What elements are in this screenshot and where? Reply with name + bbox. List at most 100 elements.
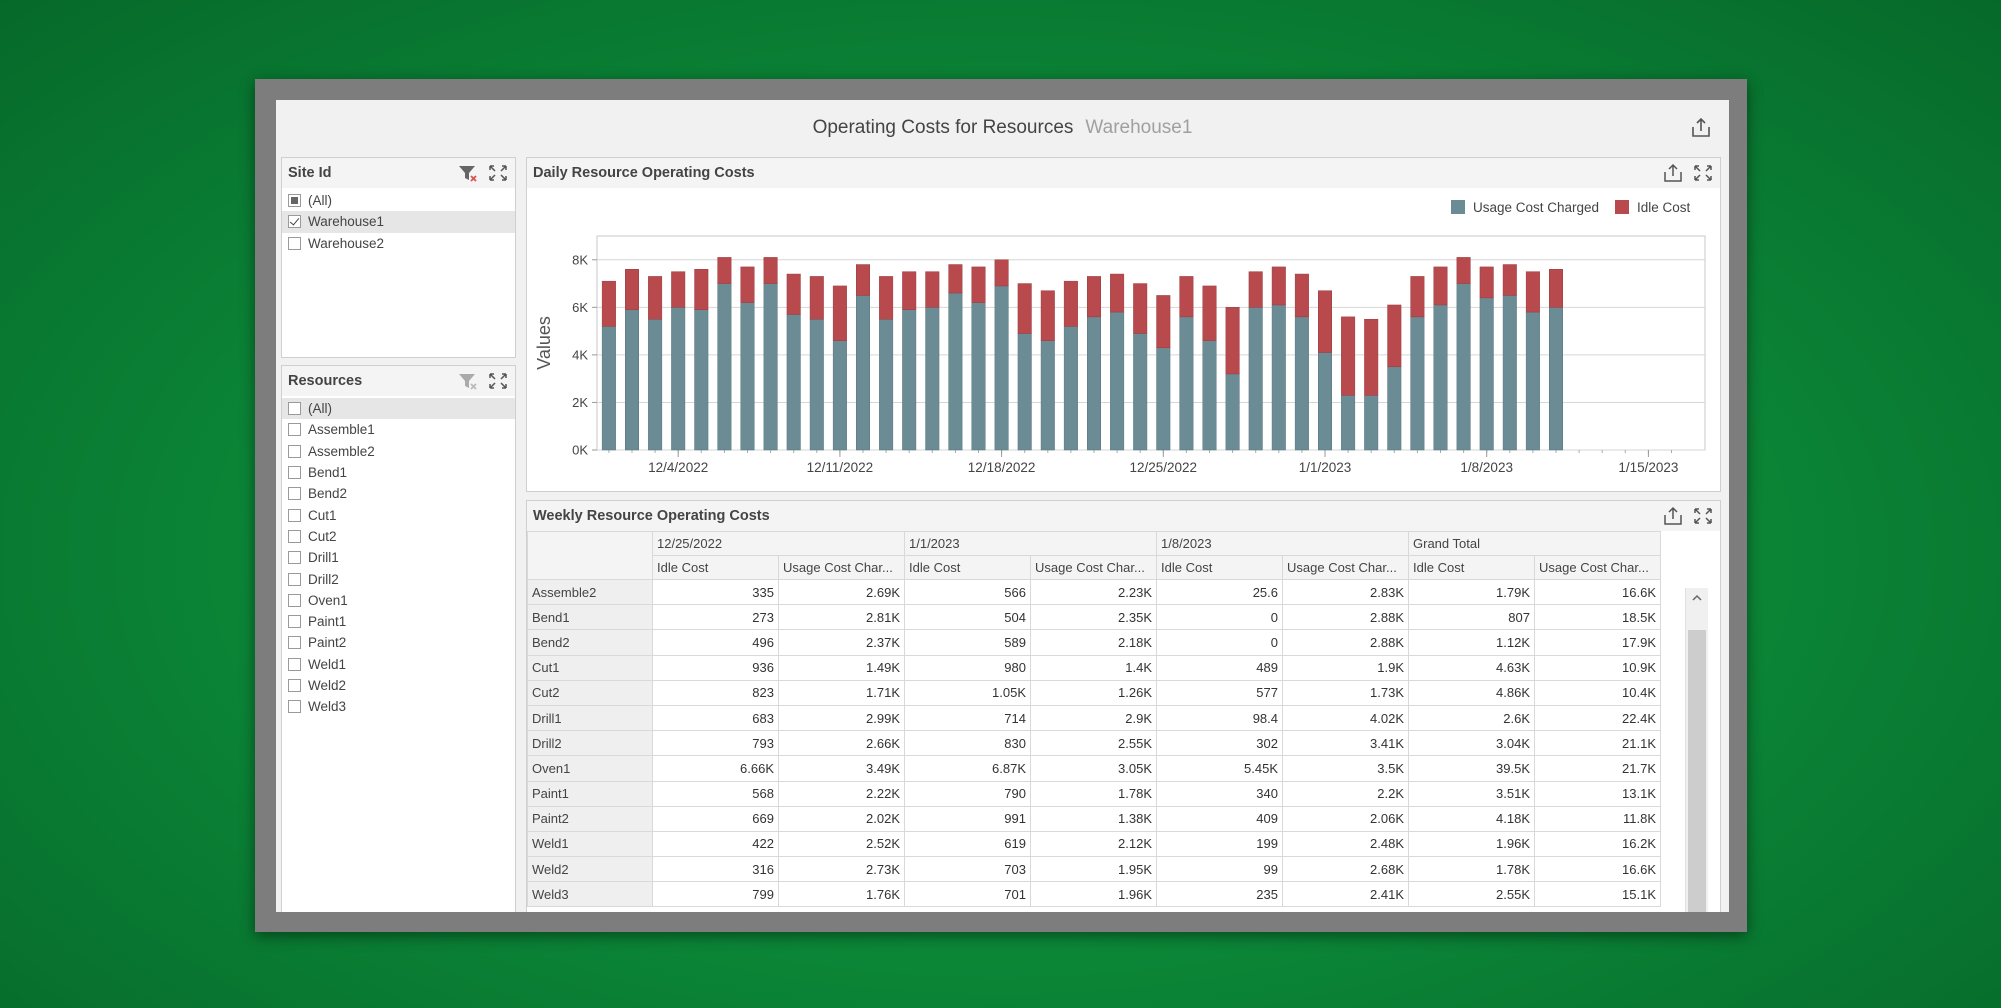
maximize-icon[interactable] [487, 163, 509, 183]
export-icon[interactable] [1689, 116, 1713, 140]
row-header[interactable]: Bend1 [527, 604, 653, 631]
measure-header[interactable]: Idle Cost [1408, 555, 1535, 580]
x-tick-label: 12/11/2022 [807, 460, 874, 475]
checkbox[interactable] [288, 657, 301, 671]
table-cell: 2.12K [1030, 830, 1157, 858]
resource-item[interactable]: Assemble1 [282, 419, 515, 440]
resource-item[interactable]: Cut2 [282, 526, 515, 547]
row-header[interactable]: Cut2 [527, 679, 653, 706]
table-row: Paint2 669 2.02K 991 1.38K 409 2.06K 4.18K 11.8K [527, 805, 1661, 832]
row-header[interactable]: Bend2 [527, 629, 653, 656]
x-tick-label: 1/8/2023 [1460, 460, 1513, 475]
maximize-icon[interactable] [1692, 163, 1714, 183]
table-cell: 335 [652, 578, 779, 606]
resource-item-label: Cut1 [308, 507, 337, 523]
measure-header[interactable]: Usage Cost Char... [1282, 555, 1409, 580]
bar-idle-cost [1364, 318, 1379, 396]
bar-usage-cost [1479, 297, 1494, 451]
resource-item-label: Weld2 [308, 678, 347, 693]
table-cell: 235 [1156, 881, 1283, 908]
scroll-thumb[interactable] [1688, 630, 1706, 912]
site-id-item[interactable]: (All) [282, 190, 515, 211]
column-group-header[interactable]: 1/8/2023 [1156, 531, 1409, 556]
checkbox[interactable] [288, 615, 301, 629]
row-header[interactable]: Oven1 [527, 755, 653, 782]
row-header[interactable]: Weld3 [527, 881, 653, 908]
row-header[interactable]: Drill1 [527, 704, 653, 732]
checkbox[interactable] [288, 508, 301, 522]
checkbox[interactable] [288, 402, 301, 416]
column-group-header[interactable]: 1/1/2023 [904, 531, 1157, 556]
checkbox[interactable] [288, 700, 301, 714]
y-tick-label: 6K [572, 300, 588, 315]
measure-header[interactable]: Idle Cost [652, 555, 779, 580]
daily-cost-chart: 0K 2K 4K 6K 8K Values 12/4/2022 12/11/2022 12/18… [534, 200, 1706, 475]
column-group-header[interactable]: 12/25/2022 [652, 531, 905, 556]
checkbox[interactable] [288, 679, 301, 692]
checkbox[interactable] [288, 466, 301, 480]
resource-item[interactable]: Drill1 [282, 547, 515, 568]
resource-item[interactable]: Cut1 [282, 504, 515, 525]
measure-header[interactable]: Idle Cost [1156, 555, 1283, 580]
bar-idle-cost [971, 266, 986, 303]
resource-item[interactable]: Bend1 [282, 462, 515, 483]
table-cell: 1.4K [1030, 654, 1157, 681]
bar-idle-cost [648, 276, 663, 320]
maximize-icon[interactable] [487, 371, 509, 391]
resource-item[interactable]: (All) [282, 398, 515, 420]
row-header[interactable]: Assemble2 [527, 578, 653, 606]
resource-item[interactable]: Bend2 [282, 483, 515, 504]
site-id-item[interactable]: Warehouse2 [282, 233, 515, 254]
checkbox[interactable] [288, 593, 301, 607]
bar-usage-cost [832, 340, 847, 451]
table-cell: 98.4 [1156, 704, 1283, 732]
checkbox[interactable] [288, 551, 301, 565]
resource-item[interactable]: Paint2 [282, 632, 515, 653]
checkbox[interactable] [288, 194, 301, 208]
measure-header[interactable]: Usage Cost Char... [1030, 555, 1157, 580]
clear-filter-icon[interactable] [457, 371, 479, 391]
row-header[interactable]: Weld2 [527, 856, 653, 883]
checkbox[interactable] [288, 529, 301, 543]
bar-idle-cost [1549, 269, 1563, 308]
bar-usage-cost [1017, 333, 1032, 451]
measure-header[interactable]: Idle Cost [904, 555, 1031, 580]
legend-swatch-idle [1615, 200, 1629, 214]
resource-item[interactable]: Oven1 [282, 590, 515, 611]
table-cell: 409 [1156, 805, 1283, 832]
bar-usage-cost [1110, 311, 1125, 451]
bar-usage-cost [1456, 283, 1471, 451]
export-icon[interactable] [1662, 506, 1684, 526]
checkbox[interactable] [288, 423, 301, 437]
column-group-header[interactable]: Grand Total [1408, 531, 1661, 556]
measure-header[interactable]: Usage Cost Char... [1534, 555, 1661, 580]
resource-item[interactable]: Weld1 [282, 654, 515, 675]
checkbox[interactable] [288, 636, 301, 650]
resource-item[interactable]: Weld2 [282, 675, 515, 696]
vertical-scrollbar[interactable] [1685, 588, 1708, 912]
checkbox[interactable] [288, 236, 301, 250]
maximize-icon[interactable] [1692, 506, 1714, 526]
scroll-up-icon[interactable] [1691, 592, 1703, 604]
row-header[interactable]: Paint1 [527, 780, 653, 807]
resource-item[interactable]: Assemble2 [282, 441, 515, 462]
table-cell: 3.05K [1030, 755, 1157, 782]
row-header[interactable]: Drill2 [527, 730, 653, 757]
resource-item[interactable]: Paint1 [282, 611, 515, 632]
measure-header[interactable]: Usage Cost Char... [778, 555, 905, 580]
checkbox[interactable] [288, 487, 301, 501]
site-id-item[interactable]: Warehouse1 [282, 211, 515, 233]
bar-idle-cost [1502, 264, 1517, 296]
checkbox[interactable] [288, 215, 301, 229]
table-cell: 504 [904, 604, 1031, 631]
export-icon[interactable] [1662, 163, 1684, 183]
row-header[interactable]: Paint2 [527, 805, 653, 832]
row-header[interactable]: Cut1 [527, 654, 653, 681]
row-header[interactable]: Weld1 [527, 830, 653, 858]
checkbox[interactable] [288, 572, 301, 586]
bar-usage-cost [1225, 373, 1240, 451]
resource-item[interactable]: Drill2 [282, 568, 515, 589]
checkbox[interactable] [288, 444, 301, 458]
clear-filter-icon[interactable] [457, 163, 479, 183]
resource-item[interactable]: Weld3 [282, 696, 515, 717]
